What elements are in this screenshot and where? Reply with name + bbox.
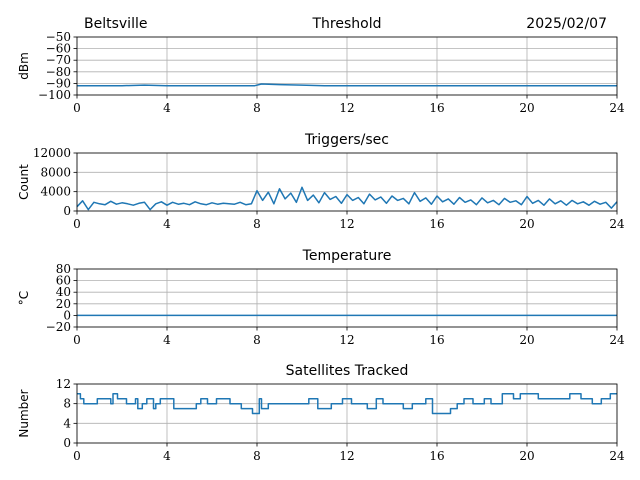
temperature-y-tick-label: 20 — [56, 297, 71, 311]
threshold-title: Threshold — [312, 16, 382, 32]
threshold-y-tick-label: −100 — [38, 88, 71, 102]
triggers-x-tick-label: 20 — [519, 217, 534, 231]
satellites-x-tick-label: 24 — [609, 449, 625, 463]
threshold-x-tick-label: 8 — [253, 101, 261, 115]
satellites-y-tick-label: 12 — [56, 377, 71, 391]
triggers-y-tick-label: 4000 — [40, 185, 71, 199]
temperature-x-tick-label: 12 — [339, 333, 354, 347]
satellites-y-tick-label: 4 — [63, 416, 71, 430]
temperature-x-tick-label: 0 — [73, 333, 81, 347]
threshold-y-tick-label: −80 — [46, 65, 71, 79]
date-label: 2025/02/07 — [526, 16, 607, 32]
threshold-x-tick-label: 16 — [429, 101, 444, 115]
temperature-y-tick-label: 80 — [56, 262, 71, 276]
threshold-y-tick-label: −70 — [46, 53, 71, 67]
satellites-x-tick-label: 12 — [339, 449, 354, 463]
triggers-panel: 0 4 8 12 16 20 24 0 4000 8000 12000 Triggers/sec Cou… — [17, 132, 625, 231]
threshold-y-tick-label: −60 — [46, 42, 71, 56]
threshold-y-axis-label: dBm — [17, 52, 31, 80]
threshold-x-tick-label: 20 — [519, 101, 534, 115]
threshold-x-tick-label: 4 — [163, 101, 171, 115]
temperature-y-axis-label: °C — [17, 291, 31, 305]
triggers-x-tick-label: 4 — [163, 217, 171, 231]
satellites-title: Satellites Tracked — [286, 363, 409, 379]
triggers-series-line — [76, 186, 618, 211]
threshold-x-tick-label: 12 — [339, 101, 354, 115]
temperature-x-tick-label: 8 — [253, 333, 261, 347]
triggers-y-tick-label: 12000 — [33, 146, 71, 160]
satellites-x-tick-label: 8 — [253, 449, 261, 463]
satellites-x-tick-label: 16 — [429, 449, 444, 463]
temperature-title: Temperature — [302, 248, 392, 264]
triggers-y-tick-label: 8000 — [40, 165, 71, 179]
temperature-y-tick-label: 40 — [56, 285, 71, 299]
threshold-x-tick-label: 0 — [73, 101, 81, 115]
temperature-y-tick-label: 0 — [63, 308, 71, 322]
temperature-x-tick-label: 20 — [519, 333, 534, 347]
temperature-x-tick-label: 16 — [429, 333, 444, 347]
temperature-y-tick-label: 60 — [56, 274, 71, 288]
triggers-x-tick-label: 12 — [339, 217, 354, 231]
triggers-x-tick-label: 24 — [609, 217, 625, 231]
triggers-title: Triggers/sec — [304, 132, 389, 148]
threshold-series-line — [77, 83, 617, 87]
location-label: Beltsville — [84, 16, 147, 32]
satellites-y-axis-label: Number — [17, 389, 31, 437]
temperature-x-tick-label: 24 — [609, 333, 625, 347]
triggers-x-tick-label: 16 — [429, 217, 444, 231]
triggers-y-tick-label: 0 — [63, 204, 71, 218]
satellites-y-tick-label: 8 — [63, 397, 71, 411]
triggers-x-tick-label: 0 — [73, 217, 81, 231]
triggers-x-tick-label: 8 — [253, 217, 261, 231]
satellites-y-tick-label: 0 — [63, 436, 71, 450]
satellites-series-line — [77, 393, 617, 415]
threshold-x-tick-label: 24 — [609, 101, 625, 115]
satellites-x-tick-label: 4 — [163, 449, 171, 463]
threshold-y-tick-label: −90 — [46, 76, 71, 90]
threshold-y-tick-label: −50 — [46, 30, 71, 44]
satellites-x-tick-label: 0 — [73, 449, 81, 463]
satellites-x-tick-label: 20 — [519, 449, 534, 463]
temperature-y-tick-label: −20 — [46, 320, 71, 334]
triggers-y-axis-label: Count — [17, 164, 31, 200]
chart-panels: 0 4 8 12 16 20 24 −100−90−80−70−60−50 Threshold d… — [17, 16, 625, 463]
satellites-panel: 0 4 8 12 16 20 24 0 4 8 12 Satellites Tracked Number — [17, 363, 625, 463]
temperature-x-tick-label: 4 — [163, 333, 171, 347]
threshold-panel: 0 4 8 12 16 20 24 −100−90−80−70−60−50 Threshold d… — [17, 16, 625, 115]
